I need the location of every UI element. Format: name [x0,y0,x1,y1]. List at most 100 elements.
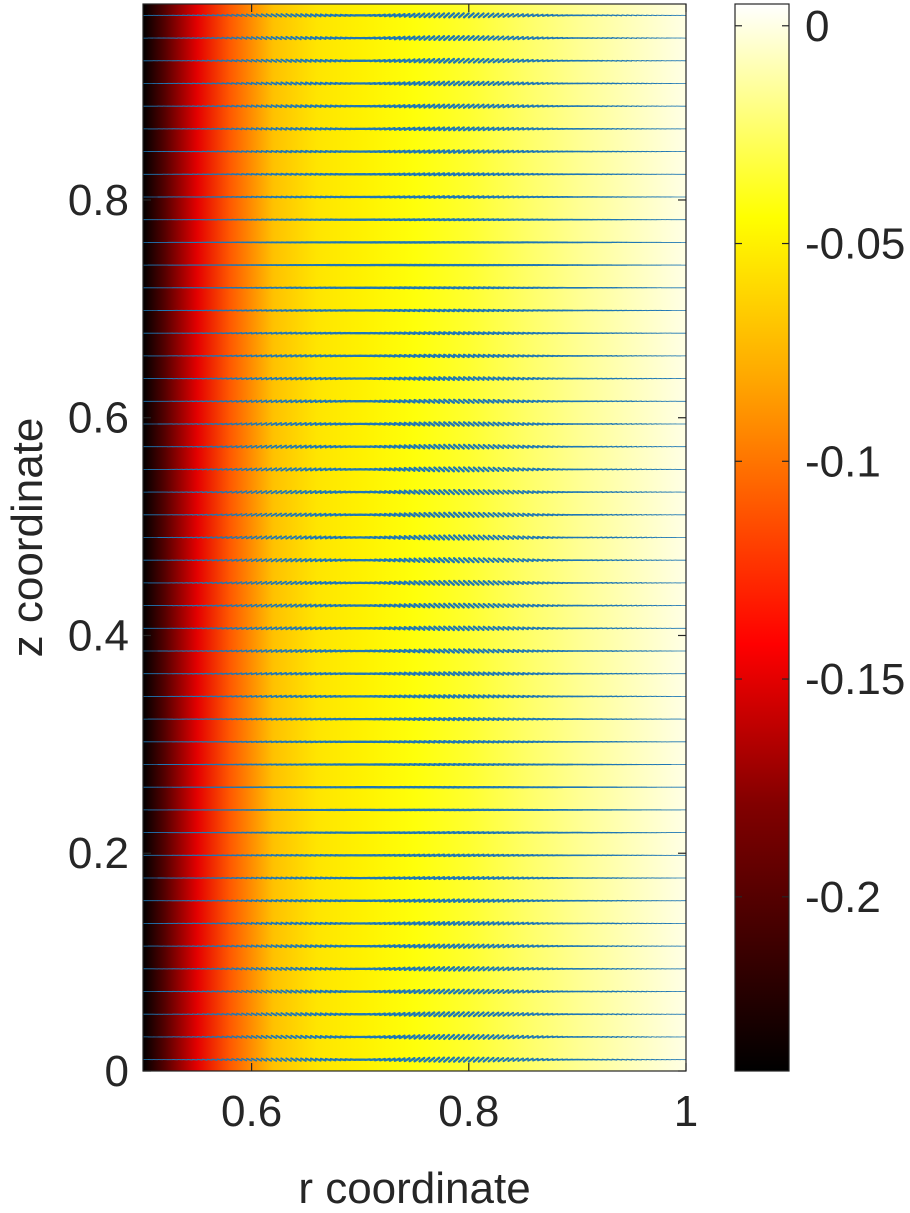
quiver-arrow [612,628,617,629]
quiver-arrow [272,878,277,879]
quiver-arrow [257,742,262,743]
quiver-arrow [602,492,607,493]
quiver-arrow [222,401,227,402]
quiver-arrow [197,83,202,84]
quiver-arrow [538,900,543,901]
quiver-arrow [558,469,563,470]
quiver-arrow [257,696,262,697]
quiver-arrow [193,1037,198,1038]
quiver-arrow [267,333,272,334]
quiver-arrow [222,378,227,379]
quiver-arrow [202,424,207,425]
quiver-arrow [617,583,622,584]
quiver-arrow [553,424,558,425]
quiver-arrow [193,515,198,516]
quiver-arrow [642,1014,647,1015]
quiver-arrow [197,560,202,561]
quiver-arrow [272,719,277,720]
quiver-arrow [617,492,622,493]
quiver-arrow [637,1059,642,1060]
quiver-arrow [622,469,627,470]
quiver-arrow [202,129,207,130]
quiver-arrow [262,741,267,742]
quiver-arrow [207,106,212,107]
quiver-arrow [217,946,222,947]
quiver-arrow [612,923,617,924]
quiver-arrow [548,83,553,84]
quiver-arrow [523,923,528,924]
quiver-arrow [523,333,528,334]
quiver-arrow [612,583,617,584]
quiver-arrow [558,1059,563,1060]
quiver-arrow [197,946,202,947]
quiver-arrow [632,946,637,947]
quiver-arrow [197,537,202,538]
quiver-arrow [553,514,558,515]
quiver-arrow [197,401,202,402]
quiver-arrow [538,560,543,561]
quiver-arrow [548,582,553,583]
quiver-arrow [291,719,296,720]
quiver-arrow [227,719,232,720]
quiver-arrow [558,969,563,970]
quiver-row [143,196,686,197]
quiver-arrow [193,583,198,584]
quiver-arrow [632,605,637,606]
quiver-arrow [538,719,543,720]
quiver-arrow [267,878,272,879]
quiver-arrow [622,424,627,425]
quiver-arrow [197,492,202,493]
quiver-arrow [538,923,543,924]
quiver-arrow [538,401,543,402]
quiver-arrow [291,741,296,742]
quiver-arrow [553,129,558,130]
quiver-arrow [281,878,286,879]
quiver-arrow [612,83,617,84]
quiver-arrow [592,1037,597,1038]
quiver-arrow [558,83,563,84]
quiver-arrow [538,378,543,379]
quiver-arrow [538,628,543,629]
quiver-arrow [207,1037,212,1038]
quiver-arrow [523,128,528,129]
quiver-arrow [627,515,632,516]
quiver-arrow [553,923,558,924]
quiver-arrow [197,628,202,629]
quiver-arrow [607,106,612,107]
quiver-arrow [262,333,267,334]
quiver-arrow [207,60,212,61]
quiver-arrow [637,969,642,970]
quiver-arrow [627,969,632,970]
quiver-arrow [217,719,222,720]
quiver-arrow [247,855,252,856]
quiver-arrow [642,515,647,516]
quiver-arrow [622,1014,627,1015]
quiver-arrow [267,174,272,175]
quiver-arrow [632,515,637,516]
quiver-arrow [272,900,277,901]
quiver-arrow [647,991,652,992]
quiver-arrow [637,537,642,538]
quiver-arrow [558,106,563,107]
quiver-arrow [627,106,632,107]
quiver-arrow [272,333,277,334]
quiver-arrow [553,605,558,606]
quiver-arrow [296,333,301,334]
quiver-arrow [548,537,553,538]
quiver-arrow [553,378,558,379]
quiver-arrow [212,946,217,947]
quiver-arrow [207,378,212,379]
quiver-arrow [548,1036,553,1037]
quiver-row [143,832,686,833]
quiver-arrow [538,423,543,424]
quiver-arrow [212,151,217,152]
quiver-arrow [281,741,286,742]
quiver-arrow [528,855,533,856]
quiver-arrow [617,1059,622,1060]
quiver-arrow [622,583,627,584]
quiver-arrow [281,832,286,833]
quiver-arrow [612,492,617,493]
quiver-arrow [222,197,227,198]
quiver-arrow [232,355,237,356]
quiver-arrow [217,923,222,924]
